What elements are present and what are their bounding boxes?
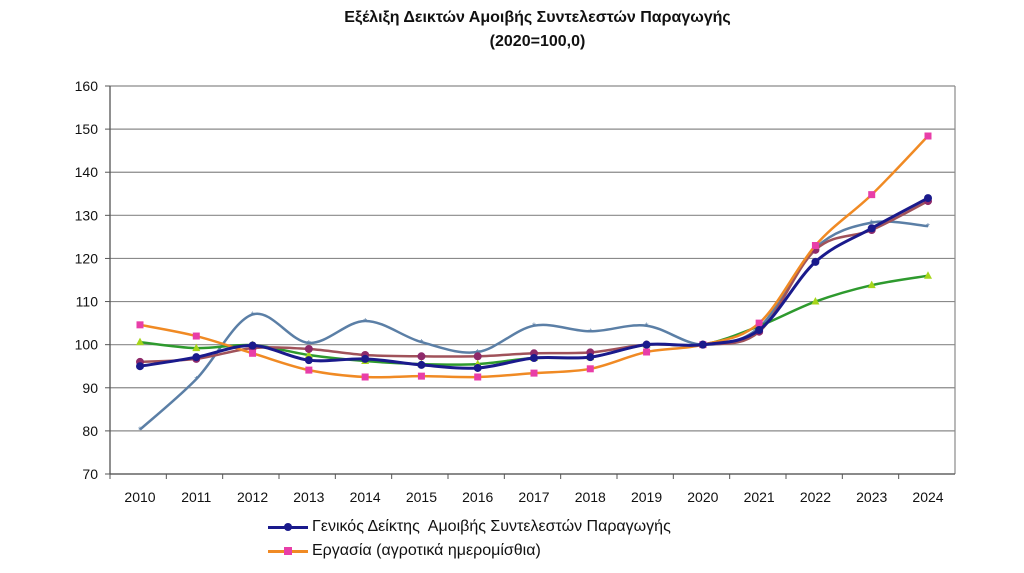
x-tick-label: 2024 — [912, 489, 943, 505]
data-point — [811, 297, 820, 305]
series-line-0 — [139, 196, 929, 370]
x-tick-label: 2011 — [181, 489, 211, 505]
data-point — [586, 365, 594, 373]
data-point — [192, 332, 200, 340]
data-point — [248, 341, 257, 350]
data-point — [417, 352, 426, 361]
data-point — [643, 348, 651, 356]
data-point: * — [363, 317, 367, 328]
data-point — [755, 319, 763, 327]
data-point: * — [138, 426, 142, 437]
data-point — [698, 340, 707, 349]
x-tick-label: 2020 — [687, 489, 718, 505]
data-point: * — [645, 322, 649, 333]
x-tick-label: 2019 — [631, 489, 662, 505]
data-point: * — [194, 375, 198, 386]
legend-item-general-index: Γενικός Δείκτης Αμοιβής Συντελεστών Παρα… — [268, 518, 671, 536]
data-point: * — [251, 310, 255, 321]
legend-swatch — [268, 521, 308, 533]
x-tick-label: 2015 — [406, 489, 437, 505]
x-tick-label: 2016 — [462, 489, 493, 505]
data-point — [530, 369, 538, 377]
y-tick-label: 140 — [75, 164, 99, 180]
data-point — [755, 326, 764, 335]
data-point — [530, 354, 538, 363]
series-line-3 — [139, 199, 929, 364]
x-tick-label: 2022 — [800, 489, 831, 505]
data-point — [304, 350, 313, 359]
chart-subtitle: (2020=100,0) — [489, 33, 586, 50]
data-point — [305, 366, 313, 374]
data-point — [192, 343, 201, 352]
y-tick-label: 70 — [82, 466, 98, 482]
data-point — [924, 132, 932, 140]
legend-swatch — [268, 545, 308, 557]
data-point — [867, 280, 876, 289]
data-point: * — [588, 327, 592, 338]
chart-title: Εξέλιξη Δεικτών Αμοιβής Συντελεστών Παρα… — [344, 9, 731, 26]
legend-label: Γενικός Δείκτης Αμοιβής Συντελεστών Παρα… — [312, 518, 671, 535]
y-tick-label: 90 — [82, 380, 98, 396]
data-point: * — [419, 338, 423, 349]
x-tick-label: 2014 — [350, 489, 381, 505]
data-point: * — [532, 322, 536, 333]
x-tick-label: 2018 — [575, 489, 606, 505]
data-point — [924, 194, 932, 203]
x-tick-label: 2013 — [293, 489, 324, 505]
data-point — [304, 344, 313, 353]
legend-item-labor: Εργασία (αγροτικά ημερομίσθια) — [268, 542, 541, 560]
data-point — [136, 321, 144, 329]
data-point: * — [870, 219, 874, 230]
data-point — [586, 353, 595, 362]
data-point — [473, 363, 482, 372]
data-point — [474, 373, 482, 381]
y-tick-label: 120 — [75, 250, 99, 266]
y-tick-label: 110 — [76, 294, 99, 310]
legend-label: Εργασία (αγροτικά ημερομίσθια) — [312, 542, 541, 559]
data-point — [192, 353, 201, 362]
y-tick-label: 130 — [75, 207, 99, 223]
data-point — [249, 349, 257, 357]
y-tick-label: 150 — [75, 121, 99, 137]
data-point — [868, 191, 876, 199]
data-point — [417, 360, 426, 369]
data-point — [811, 257, 820, 266]
x-tick-label: 2017 — [518, 489, 549, 505]
y-tick-label: 100 — [75, 337, 99, 353]
data-point — [136, 337, 144, 346]
x-tick-label: 2023 — [856, 489, 887, 505]
data-point — [136, 362, 144, 371]
data-point — [417, 372, 425, 380]
y-tick-label: 80 — [82, 423, 98, 439]
data-point: * — [307, 339, 311, 350]
x-tick-label: 2012 — [237, 489, 268, 505]
data-point — [361, 354, 370, 363]
data-point — [304, 356, 313, 365]
y-tick-label: 160 — [75, 78, 99, 94]
data-point — [867, 224, 876, 233]
data-point: * — [926, 222, 930, 233]
data-point — [924, 271, 932, 279]
data-point — [473, 352, 482, 361]
data-point — [642, 340, 651, 349]
x-tick-label: 2021 — [744, 489, 775, 505]
data-point — [361, 373, 369, 381]
data-point — [811, 242, 819, 250]
x-tick-label: 2010 — [124, 489, 155, 505]
